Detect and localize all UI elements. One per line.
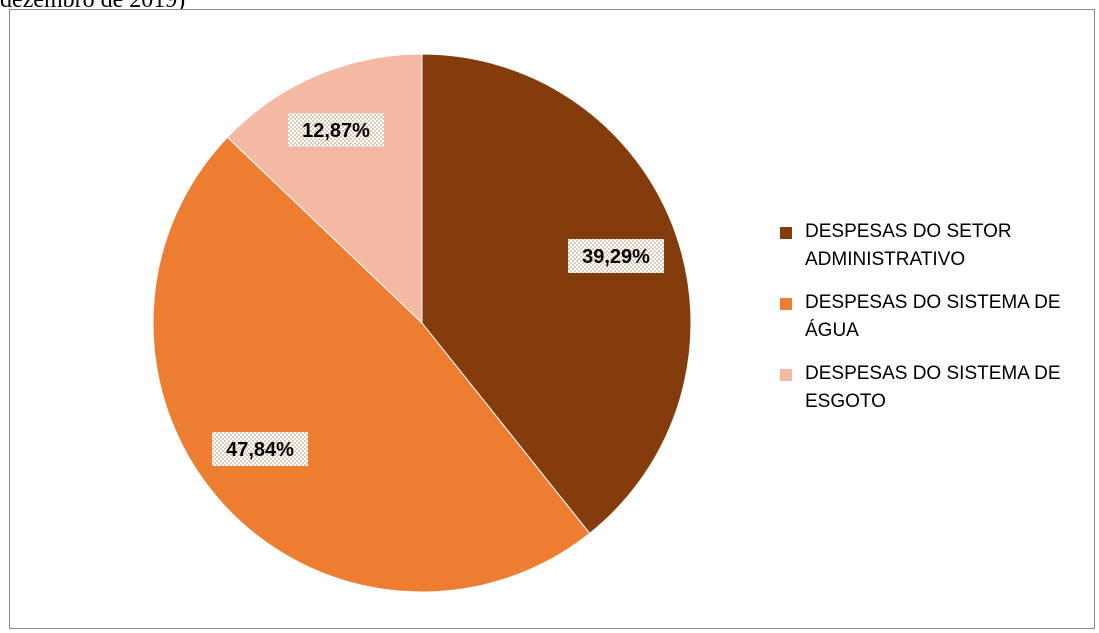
legend-label-esgoto: DESPESAS DO SISTEMA DE ESGOTO [805, 363, 1061, 412]
pie-slice-agua [152, 136, 591, 593]
data-label-administrativo: 39,29% [568, 239, 664, 273]
data-label-administrativo-text: 39,29% [582, 246, 650, 268]
data-label-agua-background [212, 432, 308, 466]
legend-swatch-esgoto [780, 369, 792, 381]
legend-swatch-administrativo [780, 227, 792, 239]
legend-label-administrativo: DESPESAS DO SETOR ADMINISTRATIVO [805, 221, 1012, 270]
data-label-esgoto-background [288, 113, 384, 147]
data-label-administrativo-background [568, 239, 664, 273]
pie-slice-administrativo [421, 53, 692, 535]
legend-item-esgoto: DESPESAS DO SISTEMA DE ESGOTO [780, 360, 1085, 416]
data-label-agua: 47,84% [212, 432, 308, 466]
data-label-esgoto-text: 12,87% [302, 120, 370, 142]
chart-legend: DESPESAS DO SETOR ADMINISTRATIVO DESPESA… [780, 218, 1085, 431]
data-label-esgoto: 12,87% [288, 113, 384, 147]
legend-swatch-agua [780, 298, 792, 310]
legend-label-agua: DESPESAS DO SISTEMA DE ÁGUA [805, 292, 1061, 341]
data-label-agua-text: 47,84% [226, 439, 294, 461]
legend-item-agua: DESPESAS DO SISTEMA DE ÁGUA [780, 289, 1085, 345]
legend-item-administrativo: DESPESAS DO SETOR ADMINISTRATIVO [780, 218, 1085, 274]
